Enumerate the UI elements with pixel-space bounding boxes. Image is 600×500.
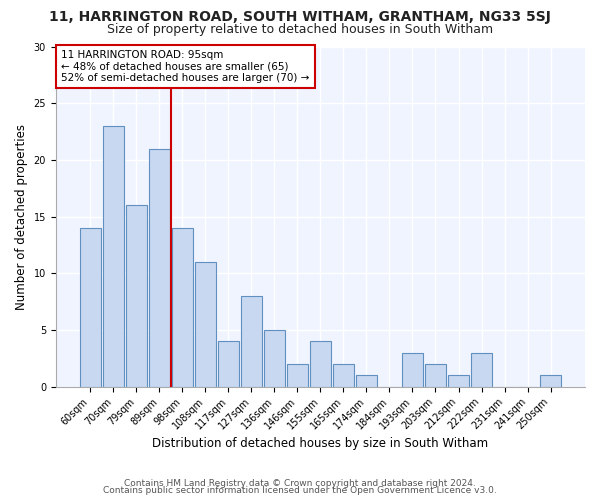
Bar — [149, 148, 170, 386]
Text: Contains HM Land Registry data © Crown copyright and database right 2024.: Contains HM Land Registry data © Crown c… — [124, 478, 476, 488]
Text: 11, HARRINGTON ROAD, SOUTH WITHAM, GRANTHAM, NG33 5SJ: 11, HARRINGTON ROAD, SOUTH WITHAM, GRANT… — [49, 10, 551, 24]
Bar — [195, 262, 215, 386]
Text: Size of property relative to detached houses in South Witham: Size of property relative to detached ho… — [107, 22, 493, 36]
Bar — [356, 376, 377, 386]
Bar — [241, 296, 262, 386]
Bar — [471, 352, 492, 386]
X-axis label: Distribution of detached houses by size in South Witham: Distribution of detached houses by size … — [152, 437, 488, 450]
Bar — [310, 342, 331, 386]
Bar — [402, 352, 423, 386]
Bar — [103, 126, 124, 386]
Bar — [333, 364, 354, 386]
Bar — [540, 376, 561, 386]
Bar — [448, 376, 469, 386]
Y-axis label: Number of detached properties: Number of detached properties — [15, 124, 28, 310]
Text: Contains public sector information licensed under the Open Government Licence v3: Contains public sector information licen… — [103, 486, 497, 495]
Text: 11 HARRINGTON ROAD: 95sqm
← 48% of detached houses are smaller (65)
52% of semi-: 11 HARRINGTON ROAD: 95sqm ← 48% of detac… — [61, 50, 310, 83]
Bar — [80, 228, 101, 386]
Bar — [287, 364, 308, 386]
Bar — [264, 330, 285, 386]
Bar — [218, 342, 239, 386]
Bar — [126, 206, 146, 386]
Bar — [172, 228, 193, 386]
Bar — [425, 364, 446, 386]
